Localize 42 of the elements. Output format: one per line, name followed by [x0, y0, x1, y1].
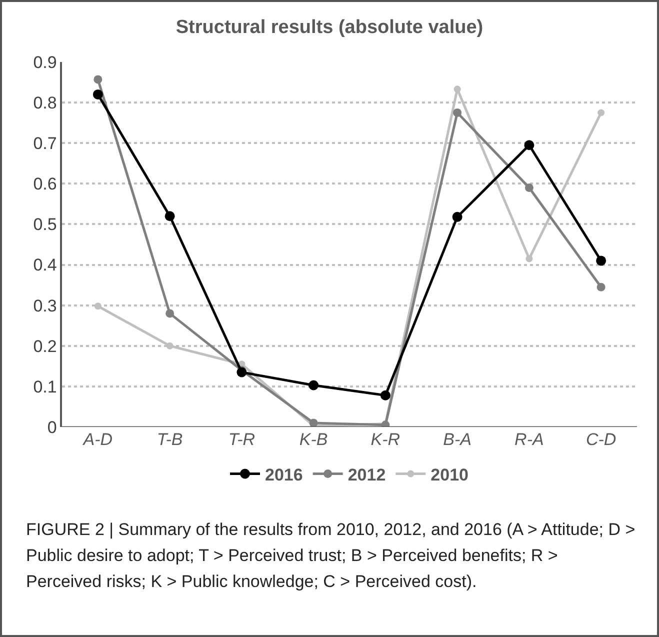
x-tick-label: A-D	[82, 430, 113, 449]
legend-label: 2010	[430, 465, 468, 484]
x-tick-label: K-B	[299, 430, 328, 449]
y-tick-label: 0.9	[33, 52, 57, 72]
legend-label: 2012	[348, 465, 386, 484]
y-tick-label: 0.2	[33, 336, 57, 356]
point	[380, 390, 390, 400]
point	[92, 89, 103, 100]
x-tick-label: T-B	[156, 430, 183, 449]
point	[452, 212, 462, 222]
point	[524, 140, 534, 150]
point	[596, 282, 606, 292]
y-tick-label: 0	[47, 418, 57, 437]
point	[598, 109, 605, 116]
legend-label: 2016	[265, 465, 303, 484]
y-tick-label: 0.7	[33, 134, 57, 154]
y-tick-label: 0.3	[33, 296, 57, 316]
point	[454, 86, 461, 93]
caption: FIGURE 2 | Summary of the results from 2010, 2012, and 2016 (A > Attitude; D > Public desire to adopt; T > Perceived trust; B > Perceived benefits; R > Perceived risks; K > Public knowledge; C > Perceived cost).	[26, 519, 636, 593]
x-tick-label: T-R	[228, 430, 256, 449]
x-tick-label: K-R	[370, 430, 400, 449]
point	[236, 367, 247, 378]
x-tick-label: R-A	[514, 430, 544, 449]
point	[166, 309, 174, 318]
y-tick-label: 0.8	[33, 94, 57, 113]
point	[94, 302, 102, 310]
point	[94, 75, 102, 84]
point	[166, 342, 174, 350]
x-tick-label: B-A	[443, 430, 472, 449]
point	[453, 108, 462, 117]
point	[596, 256, 606, 266]
chart-title: Structural results (absolute value)	[176, 16, 484, 38]
point	[526, 255, 533, 262]
point	[309, 418, 318, 427]
point	[308, 380, 319, 390]
y-tick-label: 0.4	[33, 256, 57, 275]
x-tick-label: C-D	[586, 430, 616, 449]
point	[164, 211, 175, 222]
y-tick-label: 0.6	[33, 174, 57, 194]
y-tick-label: 0.1	[33, 377, 57, 396]
point	[524, 183, 534, 192]
y-tick-label: 0.5	[33, 215, 57, 234]
